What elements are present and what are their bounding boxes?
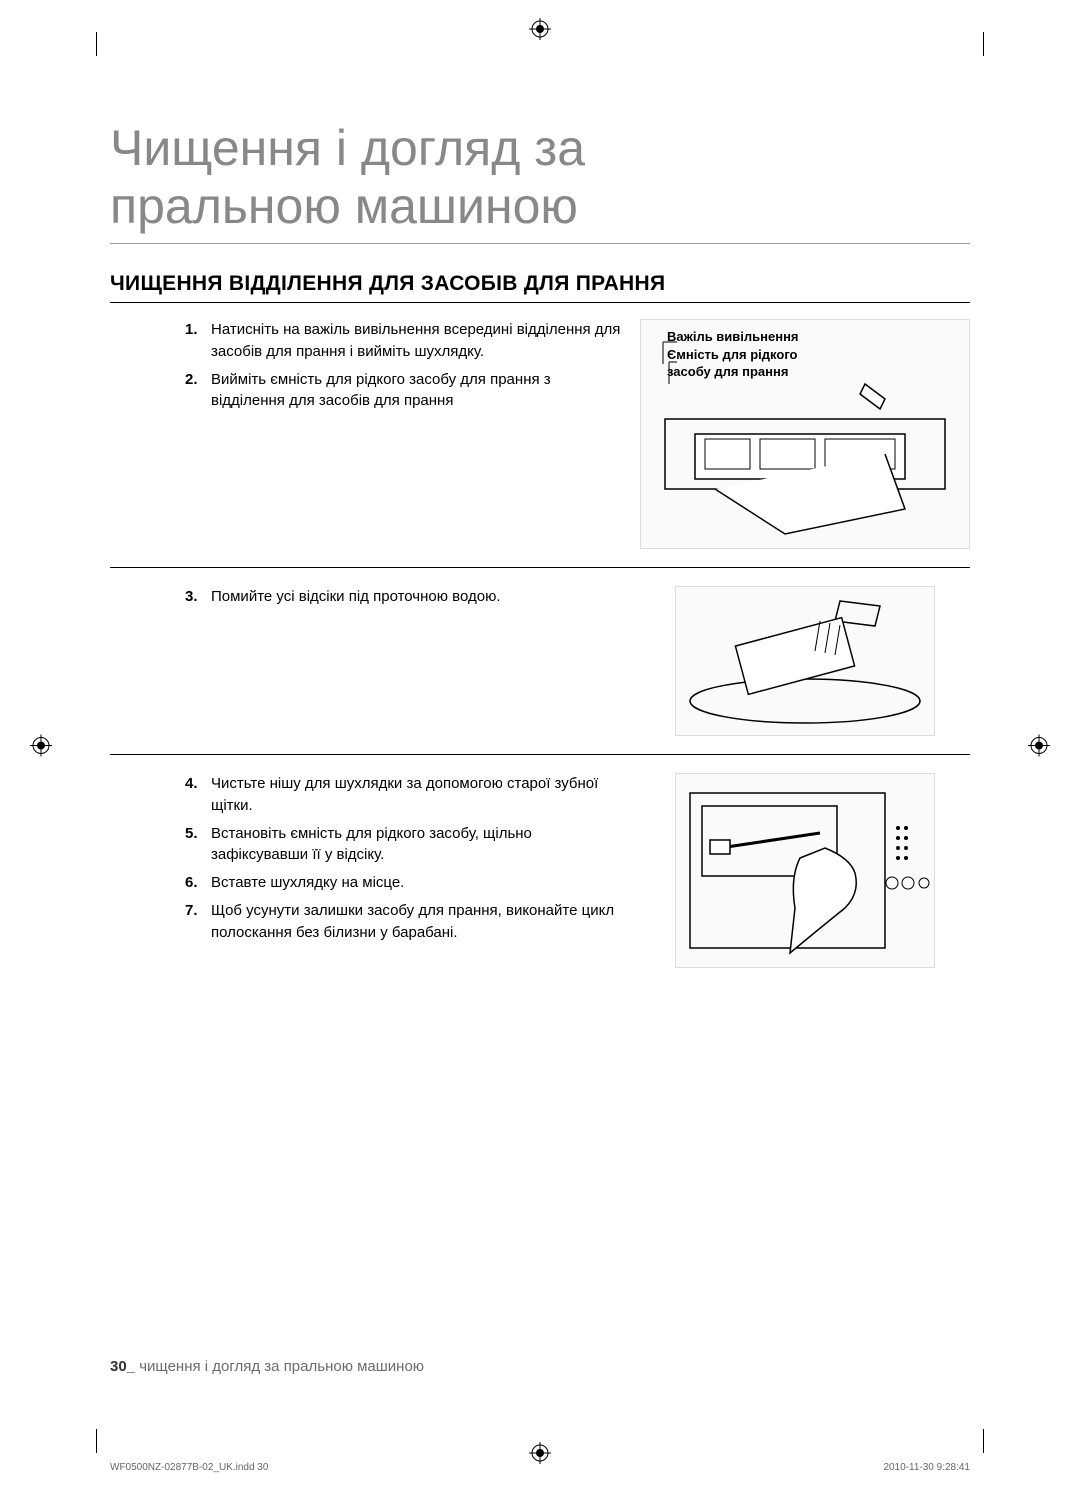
step-item: 1. Натисніть на важіль вивільнення всере… xyxy=(185,319,622,363)
reg-mark-top xyxy=(529,18,551,45)
page-number: 30_ xyxy=(110,1358,135,1375)
step-number: 5. xyxy=(185,823,211,867)
step-item: 2. Вийміть ємність для рідкого засобу дл… xyxy=(185,369,622,413)
figure-col-2 xyxy=(640,586,970,736)
step-number: 6. xyxy=(185,872,211,894)
section-heading: ЧИЩЕННЯ ВІДДІЛЕННЯ ДЛЯ ЗАСОБІВ ДЛЯ ПРАНН… xyxy=(110,272,970,303)
step-number: 1. xyxy=(185,319,211,363)
callout-liquid-container-l2: засобу для прання xyxy=(667,363,799,381)
figure-col-1: Важіль вивільнення Ємність для рідкого з… xyxy=(640,319,970,549)
figure-brush-recess xyxy=(675,773,935,968)
crop-mark xyxy=(96,32,97,56)
step-item: 7. Щоб усунути залишки засобу для прання… xyxy=(185,900,622,944)
brush-illustration-icon xyxy=(680,778,930,963)
figure-col-3 xyxy=(640,773,970,968)
step-number: 3. xyxy=(185,586,211,608)
chapter-underline xyxy=(110,243,970,244)
step-number: 4. xyxy=(185,773,211,817)
step-text: Щоб усунути залишки засобу для прання, в… xyxy=(211,900,622,944)
step-number: 2. xyxy=(185,369,211,413)
callout-release-lever: Важіль вивільнення xyxy=(667,328,799,346)
figure-callouts: Важіль вивільнення Ємність для рідкого з… xyxy=(667,328,799,381)
page-footer: 30_ чищення і догляд за пральною машиною xyxy=(110,1358,424,1375)
steps-col-3: 4. Чистьте нішу для шухлядки за допомого… xyxy=(110,773,622,968)
print-timestamp: 2010-11-30 9:28:41 xyxy=(883,1462,970,1473)
step-text: Натисніть на важіль вивільнення всередин… xyxy=(211,319,622,363)
page-content: Чищення і догляд за пральною машиною ЧИЩ… xyxy=(110,60,970,1415)
step-item: 3. Помийте усі відсіки під проточною вод… xyxy=(185,586,622,608)
step-text: Вставте шухлядку на місце. xyxy=(211,872,622,894)
figure-drawer-remove: Важіль вивільнення Ємність для рідкого з… xyxy=(640,319,970,549)
rinse-illustration-icon xyxy=(680,591,930,731)
print-file: WF0500NZ-02877B-02_UK.indd 30 xyxy=(110,1462,268,1473)
figure-rinse xyxy=(675,586,935,736)
step-item: 6. Вставте шухлядку на місце. xyxy=(185,872,622,894)
crop-mark xyxy=(983,1429,984,1453)
step-group-2: 3. Помийте усі відсіки під проточною вод… xyxy=(110,586,970,755)
chapter-title: Чищення і догляд за пральною машиною xyxy=(110,120,970,235)
steps-col-2: 3. Помийте усі відсіки під проточною вод… xyxy=(110,586,622,736)
reg-mark-right xyxy=(1028,734,1050,761)
step-group-3: 4. Чистьте нішу для шухлядки за допомого… xyxy=(110,773,970,986)
chapter-title-line1: Чищення і догляд за xyxy=(110,120,585,176)
print-footer: WF0500NZ-02877B-02_UK.indd 30 2010-11-30… xyxy=(110,1462,970,1473)
crop-mark xyxy=(983,32,984,56)
step-item: 5. Встановіть ємність для рідкого засобу… xyxy=(185,823,622,867)
steps-col-1: 1. Натисніть на важіль вивільнення всере… xyxy=(110,319,622,549)
step-group-1: 1. Натисніть на важіль вивільнення всере… xyxy=(110,319,970,568)
step-text: Встановіть ємність для рідкого засобу, щ… xyxy=(211,823,622,867)
callout-liquid-container-l1: Ємність для рідкого xyxy=(667,346,799,364)
step-text: Вийміть ємність для рідкого засобу для п… xyxy=(211,369,622,413)
reg-mark-left xyxy=(30,734,52,761)
step-number: 7. xyxy=(185,900,211,944)
step-item: 4. Чистьте нішу для шухлядки за допомого… xyxy=(185,773,622,817)
running-footer: чищення і догляд за пральною машиною xyxy=(139,1358,424,1375)
crop-mark xyxy=(96,1429,97,1453)
step-text: Чистьте нішу для шухлядки за допомогою с… xyxy=(211,773,622,817)
step-text: Помийте усі відсіки під проточною водою. xyxy=(211,586,622,608)
chapter-title-line2: пральною машиною xyxy=(110,178,578,234)
